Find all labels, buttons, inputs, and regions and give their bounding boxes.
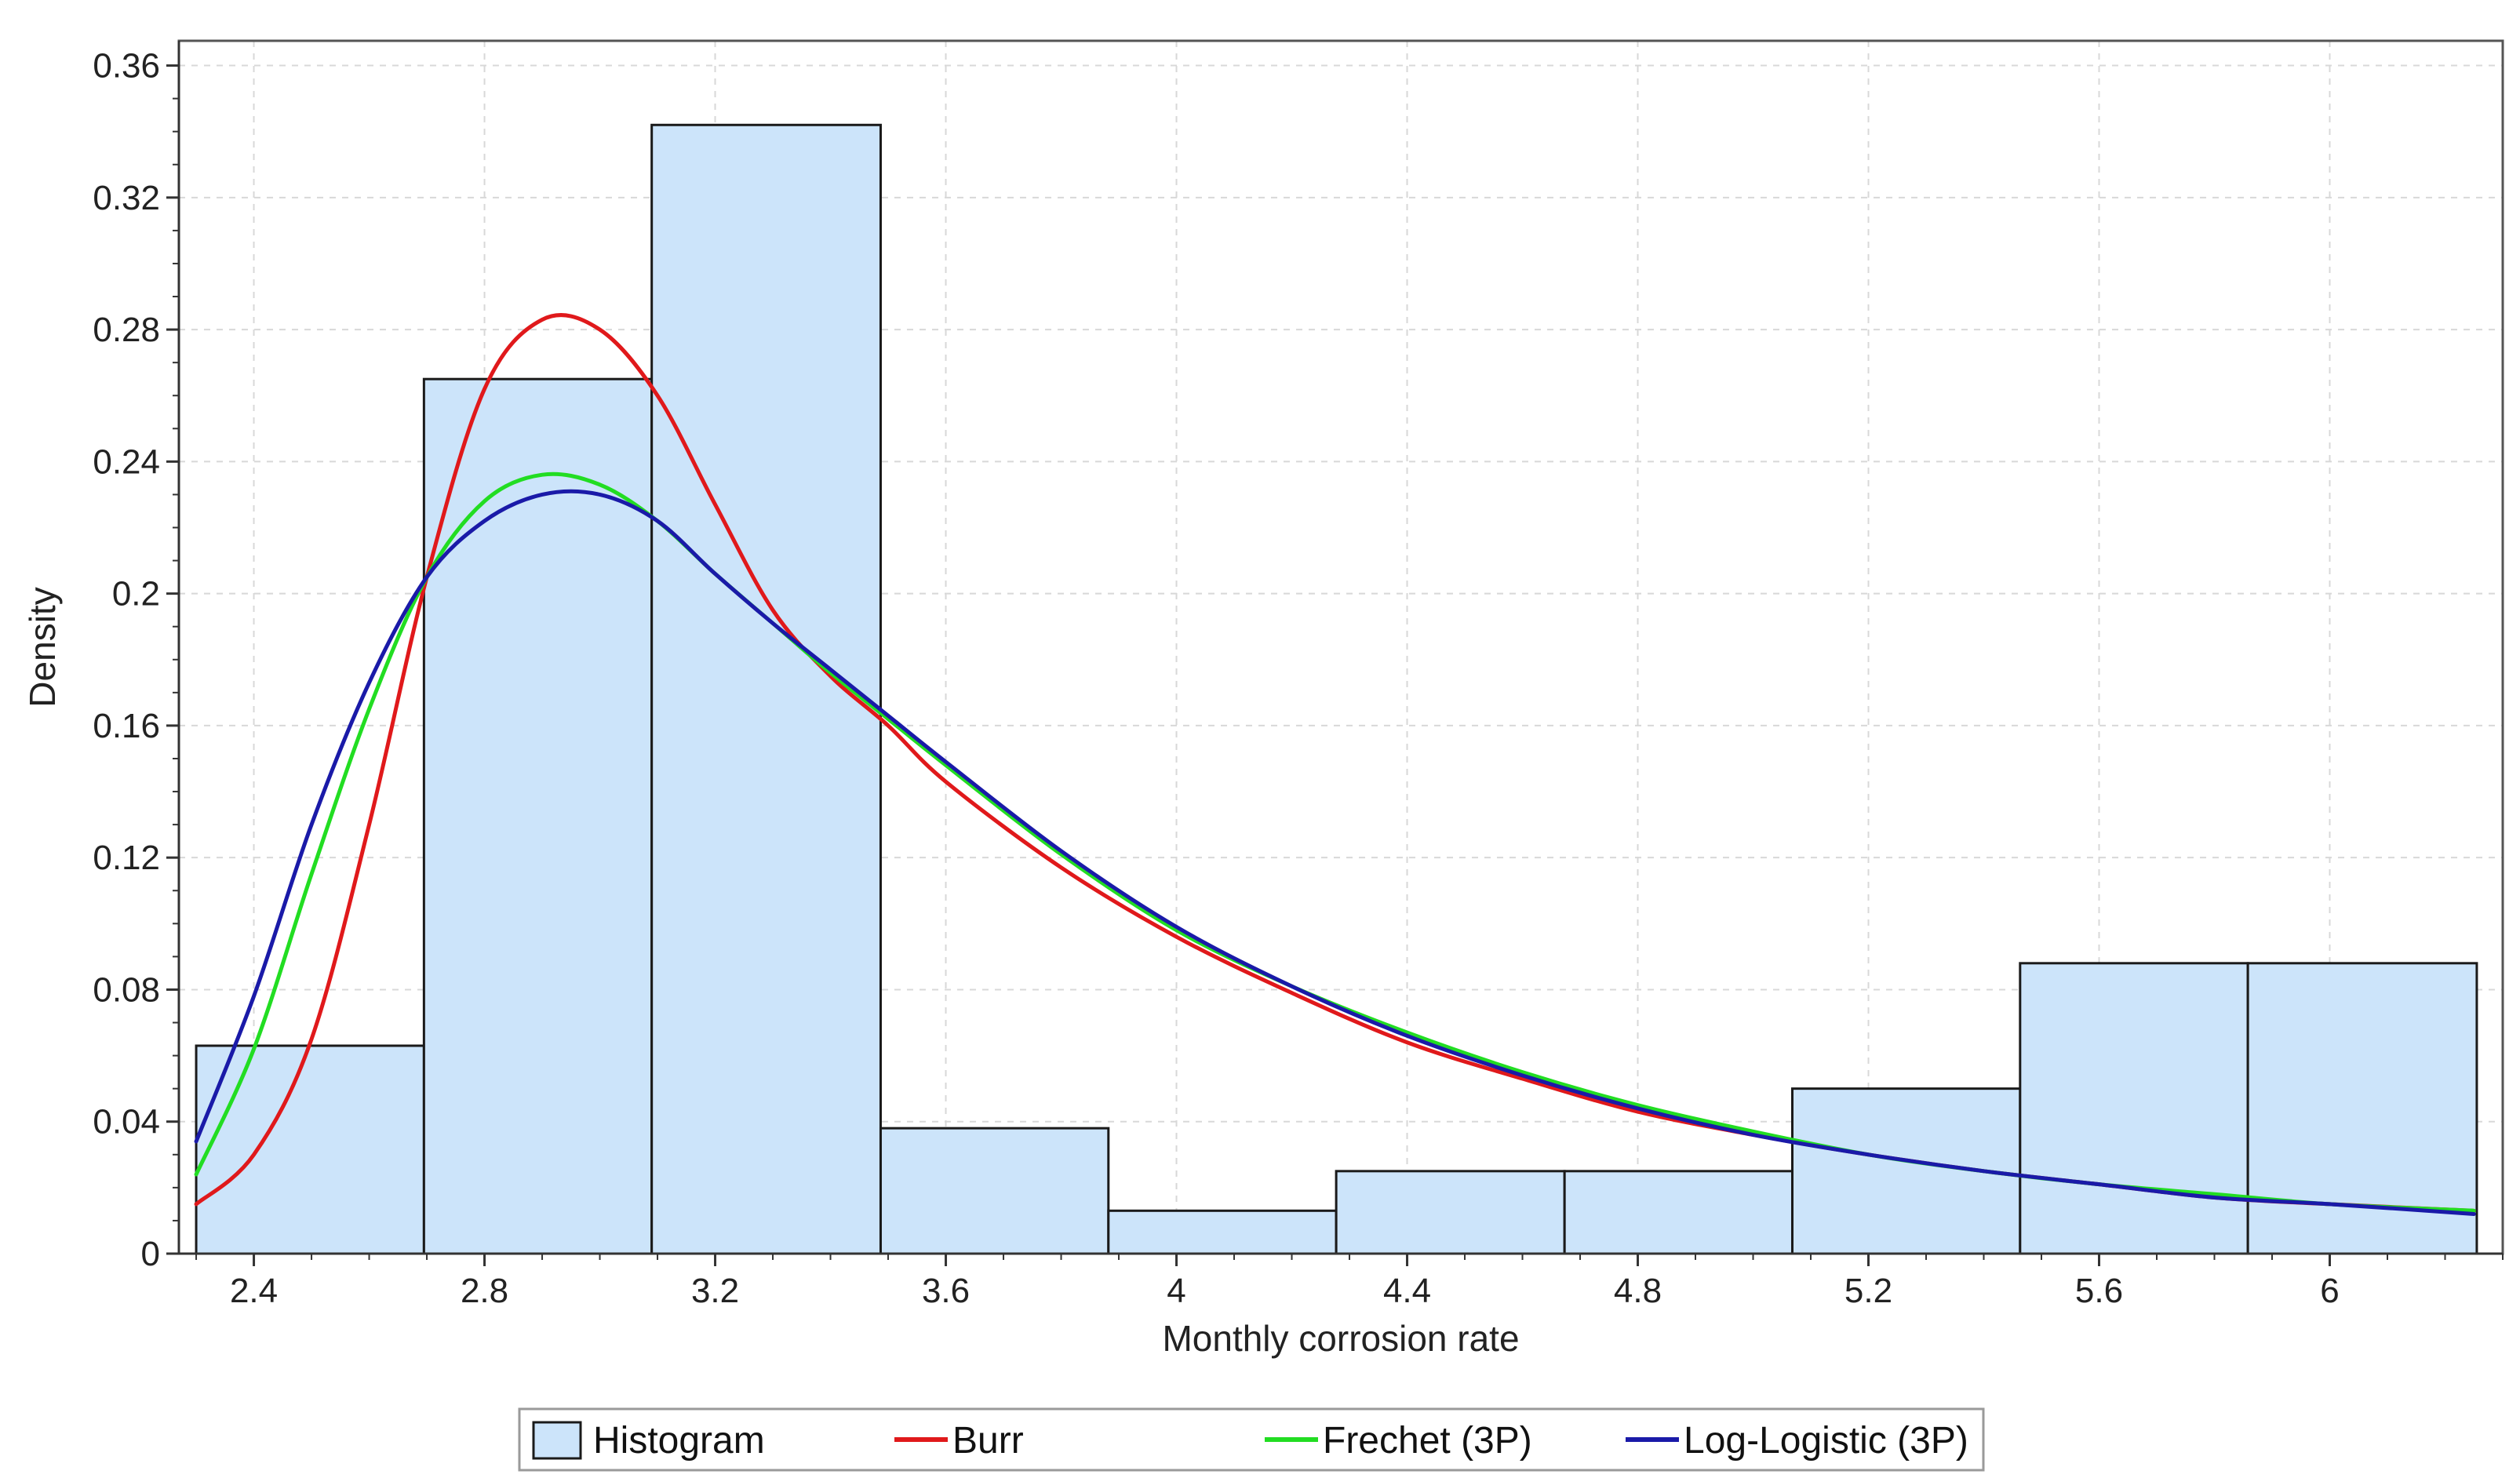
histogram-bar (879, 1127, 1110, 1255)
legend-box (518, 1407, 1985, 1472)
grid (179, 41, 2503, 1254)
x-tick-label: 5.2 (1844, 1272, 1892, 1310)
x-tick-label: 5.6 (2075, 1272, 2123, 1310)
y-axis-title: Density (22, 587, 63, 707)
legend-label-log-logistic-3p: Log-Logistic (3P) (1684, 1420, 1968, 1462)
curve-log-logistic-3p (194, 489, 2476, 1217)
x-tick-label: 6 (2320, 1272, 2339, 1310)
legend-swatch-histogram (532, 1421, 582, 1460)
y-tick-label: 0.12 (93, 839, 160, 877)
y-tick-label: 0.04 (93, 1103, 160, 1141)
histogram-bar (195, 1044, 425, 1255)
legend: Histogram Burr Frechet (3P) Log-Logistic (3… (518, 1407, 1985, 1472)
x-tick-label: 2.4 (230, 1272, 278, 1310)
x-tick-label: 4 (1167, 1272, 1185, 1310)
y-tick-label: 0 (141, 1235, 160, 1273)
histogram-bar (2019, 962, 2249, 1255)
histogram-bar (1335, 1170, 1566, 1255)
y-tick-label: 0.08 (93, 970, 160, 1009)
x-tick-label: 4.8 (1614, 1272, 1662, 1310)
y-tick-label: 0.16 (93, 707, 160, 745)
x-axis-title: Monthly corrosion rate (1162, 1318, 1519, 1359)
legend-label-frechet-3p: Frechet (3P) (1323, 1420, 1532, 1462)
x-tick-label: 4.4 (1383, 1272, 1431, 1310)
x-tick-label: 2.8 (461, 1272, 508, 1310)
y-tick-label: 0.2 (112, 575, 160, 613)
y-tick-label: 0.36 (93, 47, 160, 86)
fitted-curves (194, 313, 2476, 1217)
x-tick-label: 3.6 (922, 1272, 970, 1310)
axes: 0 0.04 0.08 0.12 0.16 0.2 0.24 0.28 0.32 0.36 2.4 2… (93, 41, 2504, 1310)
x-tick-label: 3.2 (691, 1272, 739, 1310)
y-tick-label: 0.28 (93, 311, 160, 349)
histogram-bar (1107, 1209, 1338, 1255)
histogram-bar (422, 377, 654, 1255)
legend-label-burr: Burr (952, 1420, 1024, 1462)
legend-label-histogram: Histogram (593, 1420, 765, 1462)
y-tick-label: 0.32 (93, 179, 160, 217)
y-tick-label: 0.24 (93, 442, 160, 481)
histogram-bar (1563, 1170, 1793, 1255)
